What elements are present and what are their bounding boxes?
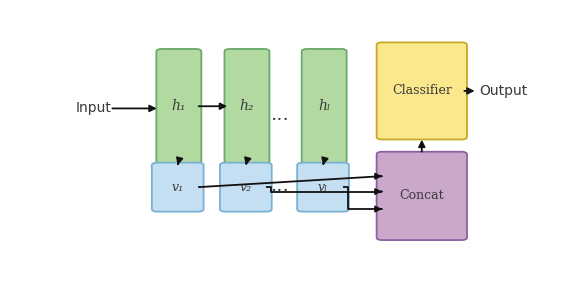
FancyBboxPatch shape: [220, 163, 272, 212]
FancyBboxPatch shape: [224, 49, 270, 164]
FancyBboxPatch shape: [302, 49, 347, 164]
Text: Input: Input: [76, 101, 111, 115]
FancyBboxPatch shape: [156, 49, 202, 164]
Text: Concat: Concat: [400, 189, 444, 202]
Text: h₁: h₁: [172, 99, 186, 113]
Text: v₂: v₂: [240, 181, 252, 194]
Text: hₗ: hₗ: [318, 99, 331, 113]
Text: Output: Output: [480, 84, 528, 98]
Text: Classifier: Classifier: [392, 84, 452, 97]
Text: ...: ...: [271, 177, 289, 195]
FancyBboxPatch shape: [377, 42, 467, 139]
FancyBboxPatch shape: [152, 163, 203, 212]
Text: ...: ...: [271, 106, 289, 124]
Text: vₗ: vₗ: [318, 181, 328, 194]
FancyBboxPatch shape: [297, 163, 349, 212]
Text: v₁: v₁: [172, 181, 184, 194]
Text: h₂: h₂: [240, 99, 254, 113]
FancyBboxPatch shape: [377, 152, 467, 240]
